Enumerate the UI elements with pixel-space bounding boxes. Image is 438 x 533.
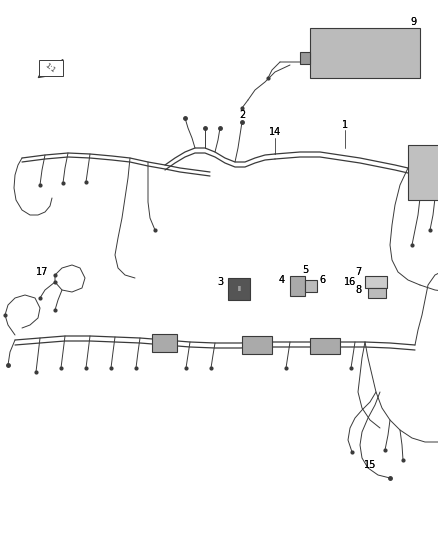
- Text: 2: 2: [239, 110, 245, 120]
- Text: 9: 9: [410, 17, 416, 27]
- Text: 8: 8: [355, 285, 361, 295]
- Bar: [228, 278, 250, 300]
- Text: 6: 6: [319, 275, 325, 285]
- Bar: [290, 276, 305, 296]
- Bar: [365, 276, 387, 288]
- Text: 7: 7: [355, 267, 361, 277]
- Text: 16: 16: [344, 277, 356, 287]
- Text: 4: 4: [279, 275, 285, 285]
- Text: 3: 3: [217, 277, 223, 287]
- Text: 15: 15: [364, 460, 376, 470]
- Text: 17: 17: [36, 267, 48, 277]
- Text: 5: 5: [302, 265, 308, 275]
- Text: 7: 7: [355, 267, 361, 277]
- Text: II: II: [237, 286, 241, 292]
- Text: 15: 15: [364, 460, 376, 470]
- Text: 1: 1: [342, 120, 348, 130]
- Text: 9: 9: [410, 17, 416, 27]
- Bar: [242, 336, 272, 354]
- Text: 16: 16: [344, 277, 356, 287]
- Bar: [152, 334, 177, 352]
- Text: 4: 4: [279, 275, 285, 285]
- Bar: [408, 145, 438, 200]
- Text: 1: 1: [342, 120, 348, 130]
- Text: 17: 17: [36, 267, 48, 277]
- Text: 1:1: 1:1: [44, 62, 57, 74]
- Bar: [368, 288, 386, 298]
- Bar: [305, 280, 317, 292]
- Text: 8: 8: [355, 285, 361, 295]
- Text: 6: 6: [319, 275, 325, 285]
- Text: 14: 14: [269, 127, 281, 137]
- Text: 5: 5: [302, 265, 308, 275]
- Text: 3: 3: [217, 277, 223, 287]
- Bar: [310, 28, 420, 78]
- Bar: [310, 338, 340, 354]
- FancyBboxPatch shape: [39, 60, 63, 76]
- Text: 2: 2: [239, 110, 245, 120]
- Bar: [300, 52, 310, 64]
- Text: 14: 14: [269, 127, 281, 137]
